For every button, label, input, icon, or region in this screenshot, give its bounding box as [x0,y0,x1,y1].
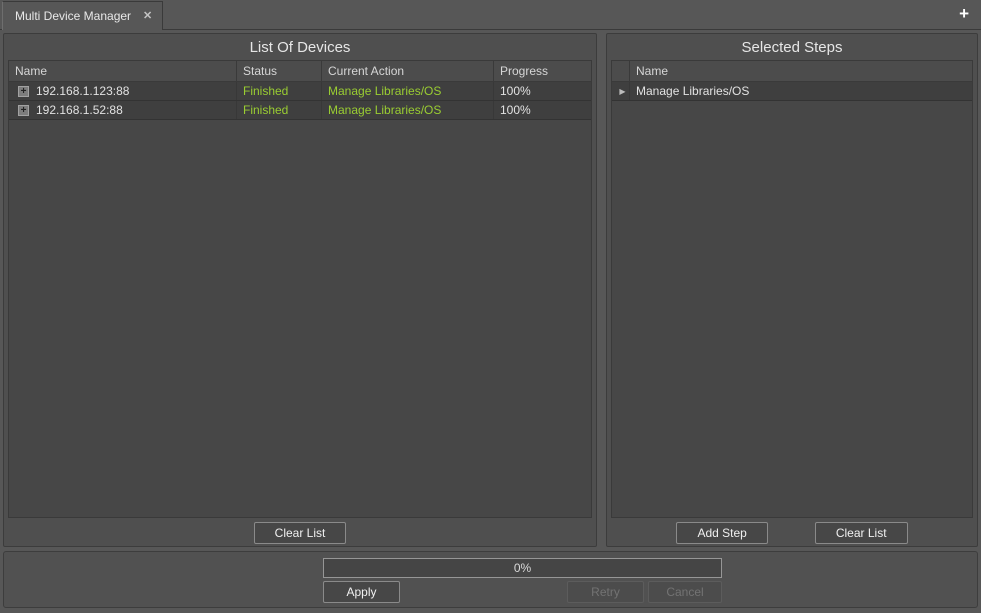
add-step-button[interactable]: Add Step [676,522,768,544]
steps-table: Name ▶ Manage Libraries/OS [611,60,973,518]
apply-button[interactable]: Apply [323,581,400,603]
clear-device-list-button[interactable]: Clear List [253,522,347,544]
column-header-current-action[interactable]: Current Action [322,61,494,81]
steps-table-empty-area [612,101,972,517]
selected-steps-panel: Selected Steps Name ▶ Manage Libraries/O… [606,33,978,547]
device-current-action: Manage Libraries/OS [322,82,494,100]
steps-footer: Add Step Clear List [607,521,977,545]
device-row[interactable]: +192.168.1.123:88 Finished Manage Librar… [9,82,591,101]
expand-plus-icon[interactable]: + [18,85,29,97]
devices-table-empty-area [9,120,591,517]
tab-multi-device-manager[interactable]: Multi Device Manager ✕ [2,1,163,30]
device-progress: 100% [500,84,531,98]
list-of-devices-title: List Of Devices [249,38,351,56]
column-header-progress[interactable]: Progress [500,64,549,78]
column-header-step-expand [612,61,630,81]
retry-button[interactable]: Retry [567,581,644,603]
steps-table-header: Name [612,61,972,82]
overall-progress-bar: 0% [323,558,722,578]
device-row[interactable]: +192.168.1.52:88 Finished Manage Librari… [9,101,591,120]
step-row[interactable]: ▶ Manage Libraries/OS [612,82,972,101]
device-progress: 100% [500,103,531,117]
device-name-cell: +192.168.1.123:88 [9,82,237,100]
expand-plus-icon[interactable]: + [18,104,29,116]
device-current-action: Manage Libraries/OS [322,101,494,119]
clear-steps-button[interactable]: Clear List [814,522,908,544]
list-of-devices-panel: List Of Devices Name Status Current Acti… [3,33,597,547]
cancel-button[interactable]: Cancel [648,581,722,603]
devices-table-header: Name Status Current Action Progress [9,61,591,82]
column-header-status[interactable]: Status [237,61,322,81]
step-name: Manage Libraries/OS [636,84,750,98]
device-name: 192.168.1.52:88 [36,103,123,117]
selected-steps-title: Selected Steps [741,38,843,56]
close-tab-icon[interactable]: ✕ [143,9,153,22]
tab-bar: Multi Device Manager ✕ + [0,0,981,30]
column-header-step-name[interactable]: Name [636,64,669,78]
step-expand-cell: ▶ [612,82,630,100]
device-name: 192.168.1.123:88 [36,84,130,98]
devices-footer: Clear List [4,521,596,545]
column-header-name[interactable]: Name [9,61,237,81]
expand-arrow-icon[interactable]: ▶ [619,86,626,96]
devices-table: Name Status Current Action Progress +192… [8,60,592,518]
device-status: Finished [237,82,322,100]
bottom-action-bar: 0% Apply Retry Cancel [3,551,978,608]
add-tab-icon[interactable]: + [959,4,969,23]
progress-value: 0% [513,561,532,575]
device-status: Finished [237,101,322,119]
device-name-cell: +192.168.1.52:88 [9,101,237,119]
tab-label: Multi Device Manager [15,9,132,23]
